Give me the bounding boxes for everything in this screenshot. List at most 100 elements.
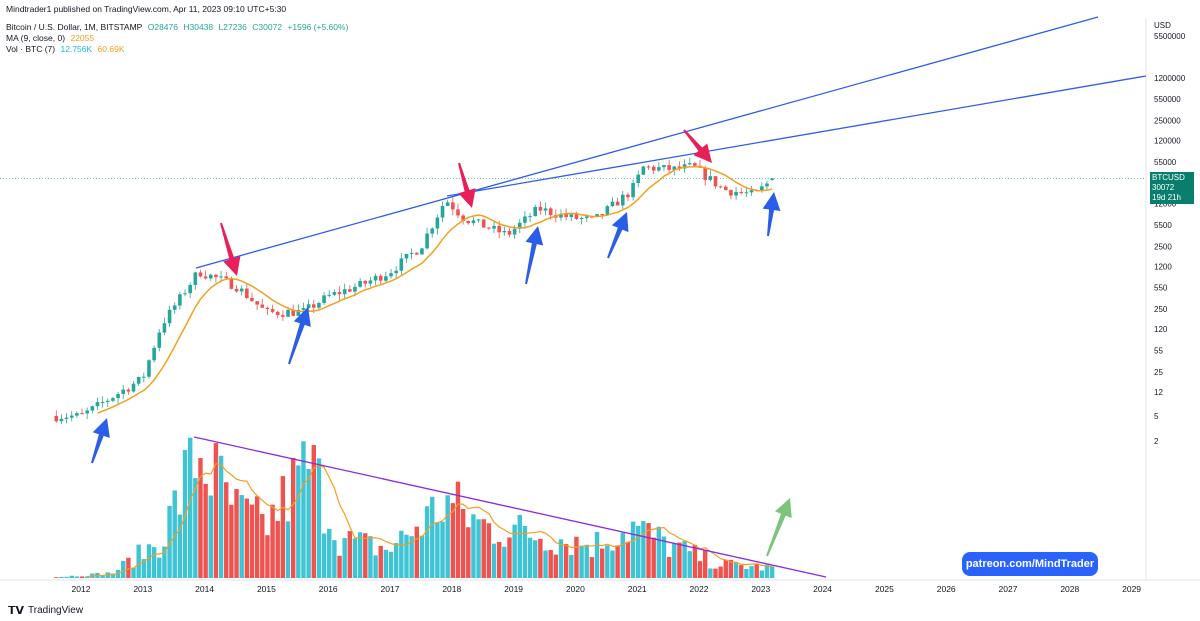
volume-bar — [435, 522, 440, 578]
candle-body — [579, 218, 584, 220]
volume-bar — [162, 546, 167, 578]
candle-body — [626, 194, 630, 198]
volume-bar — [713, 568, 718, 578]
volume-bar — [672, 543, 677, 578]
candle-body — [265, 307, 270, 310]
candle-body — [69, 415, 74, 418]
volume-bar — [409, 536, 414, 578]
candle-body — [337, 292, 342, 295]
candle-body — [451, 202, 455, 210]
candle-body — [425, 233, 429, 249]
volume-bar — [254, 496, 260, 578]
volume-bar — [733, 562, 739, 578]
tradingview-logo-icon: 𝗧𝗩 — [8, 605, 25, 617]
symbol-name: Bitcoin / U.S. Dollar, 1M, BITSTAMP — [6, 22, 143, 32]
volume-bar — [182, 449, 188, 578]
candle-body — [193, 272, 198, 285]
candle-body — [198, 272, 203, 277]
volume-bar — [471, 514, 476, 578]
volume-bar — [342, 538, 347, 578]
candle-body — [528, 216, 532, 218]
volume-bar — [460, 509, 466, 578]
candle-body — [538, 206, 543, 211]
y-tick-label: 120 — [1154, 325, 1168, 334]
ohlc-open: O28476 — [147, 22, 178, 32]
volume-bar — [290, 457, 296, 578]
candle-body — [59, 418, 64, 422]
volume-bar — [599, 548, 605, 578]
candle-body — [281, 315, 285, 317]
candle-body — [548, 208, 553, 216]
volume-bar — [280, 476, 286, 578]
y-tick-label: 2 — [1154, 437, 1159, 446]
volume-bar — [440, 521, 445, 578]
candle-body — [239, 288, 244, 292]
volume-bar — [414, 526, 419, 578]
volume-bar — [430, 496, 435, 578]
patreon-badge[interactable]: patreon.com/MindTrader — [962, 552, 1098, 576]
volume-bar — [321, 533, 327, 578]
volume-bar — [388, 551, 394, 578]
x-tick-label: 2015 — [257, 584, 276, 594]
volume-bar — [517, 514, 522, 578]
bottom-arrow-icon — [607, 212, 629, 259]
volume-bar — [584, 544, 589, 578]
candle-body — [172, 305, 177, 310]
volume-bar — [203, 483, 208, 578]
candle-body — [229, 278, 234, 289]
volume-bar — [316, 458, 322, 578]
candle-body — [667, 165, 671, 170]
y-tick-label: 1200000 — [1154, 74, 1186, 83]
candle-body — [708, 176, 713, 180]
candle-body — [332, 292, 337, 295]
volume-bar — [193, 478, 198, 578]
candle-body — [116, 393, 120, 399]
candle-body — [430, 228, 435, 234]
y-tick-label: 550000 — [1154, 95, 1181, 104]
volume-bar — [136, 544, 141, 578]
volume-bar — [630, 521, 636, 578]
volume-bar — [399, 530, 404, 578]
candle-body — [121, 389, 126, 394]
candle-body — [95, 402, 100, 407]
ohlc-low: L27236 — [218, 22, 247, 32]
candle-body — [327, 294, 332, 296]
volume-bar — [239, 495, 244, 578]
candle-body — [718, 186, 723, 188]
candle-body — [533, 206, 538, 217]
candle-body — [461, 215, 465, 222]
price-tag-symbol: BTCUSD — [1152, 173, 1185, 183]
x-tick-label: 2023 — [751, 584, 770, 594]
candle-body — [760, 186, 764, 191]
volume-bar — [533, 540, 538, 578]
volume-bar — [79, 576, 85, 578]
bottom-arrow-icon — [288, 307, 311, 365]
volume-bar — [625, 541, 631, 578]
candle-body — [713, 176, 718, 187]
volume-bar — [306, 468, 311, 578]
candle-body — [214, 274, 218, 278]
volume-bar — [218, 455, 224, 578]
candle-body — [306, 304, 311, 309]
y-tick-label: 1200 — [1154, 262, 1172, 271]
ohlc-close: C30072 — [252, 22, 283, 32]
y-tick-label: 250000 — [1154, 117, 1181, 126]
volume-bar — [702, 550, 708, 578]
x-tick-label: 2014 — [195, 584, 214, 594]
candle-body — [311, 304, 316, 308]
candle-body — [543, 208, 548, 211]
candle-body — [729, 190, 733, 196]
candle-body — [595, 214, 599, 217]
volume-bar — [651, 537, 656, 578]
candle-body — [131, 383, 136, 392]
candle-body — [322, 295, 326, 304]
volume-bar — [708, 568, 713, 578]
candle-body — [142, 376, 146, 378]
volume-bar — [141, 559, 147, 578]
candle-body — [651, 166, 656, 171]
volume-bar — [636, 525, 641, 578]
volume-bar — [563, 543, 569, 578]
volume-bar — [54, 577, 59, 578]
axis-currency-label: USD — [1154, 21, 1171, 30]
